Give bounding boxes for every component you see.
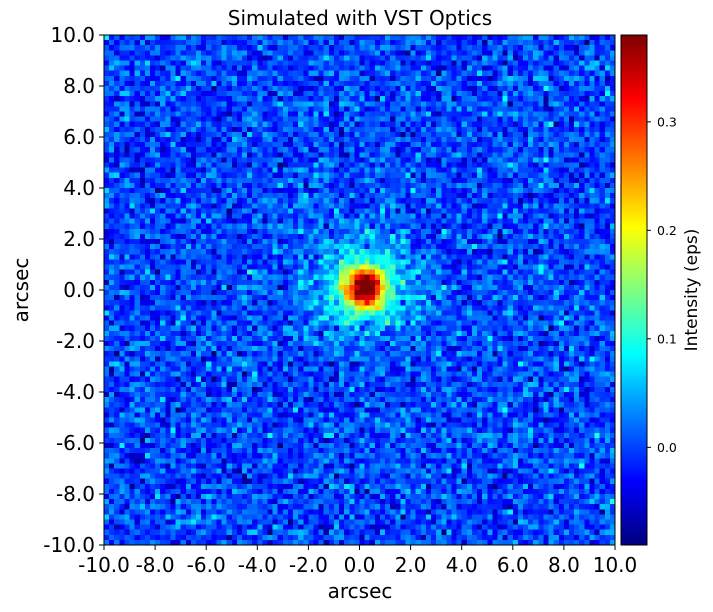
x-tick-label: 10.0 — [593, 553, 638, 577]
x-axis-label: arcsec — [328, 579, 393, 603]
x-tick-label: -2.0 — [289, 553, 328, 577]
x-tick-label: -6.0 — [187, 553, 226, 577]
x-tick-label: 2.0 — [395, 553, 427, 577]
colorbar-tick-label: 0.1 — [657, 331, 677, 346]
colorbar-frame — [620, 34, 648, 546]
plot-area — [103, 34, 616, 546]
y-tick-label: -10.0 — [43, 533, 95, 557]
y-axis-label: arcsec — [9, 258, 33, 323]
x-tick-label: 0.0 — [344, 553, 376, 577]
y-tick-label: -2.0 — [56, 329, 95, 353]
y-tick-label: 0.0 — [63, 278, 95, 302]
y-axis: -10.0 -8.0 -6.0 -4.0 -2.0 0.0 2.0 4.0 6.0 8.0 10.0 — [43, 23, 104, 557]
x-tick-label: -10.0 — [78, 553, 130, 577]
colorbar-label: Intensity (eps) — [682, 229, 702, 352]
x-tick-label: -4.0 — [238, 553, 277, 577]
x-axis: -10.0 -8.0 -6.0 -4.0 -2.0 0.0 2.0 4.0 6.0 8.0 10.0 — [78, 545, 637, 577]
y-tick-label: -6.0 — [56, 431, 95, 455]
y-tick-label: -4.0 — [56, 380, 95, 404]
colorbar-tick-label: 0.3 — [657, 114, 677, 129]
x-tick-label: 4.0 — [446, 553, 478, 577]
colorbar-tick-label: 0.0 — [657, 440, 677, 455]
colorbar-gradient — [621, 35, 647, 545]
y-tick-label: 4.0 — [63, 176, 95, 200]
x-tick-label: 8.0 — [548, 553, 580, 577]
y-tick-label: 8.0 — [63, 74, 95, 98]
y-tick-label: 6.0 — [63, 125, 95, 149]
colorbar-ticks: 0.0 0.1 0.2 0.3 — [647, 114, 677, 455]
x-tick-label: 6.0 — [497, 553, 529, 577]
heatmap-image — [104, 35, 615, 545]
y-tick-label: -8.0 — [56, 482, 95, 506]
colorbar: 0.0 0.1 0.2 0.3 Intensity (eps) — [620, 34, 702, 546]
colorbar-tick-label: 0.2 — [657, 223, 677, 238]
x-tick-label: -8.0 — [136, 553, 175, 577]
chart-title: Simulated with VST Optics — [228, 6, 492, 30]
y-tick-label: 2.0 — [63, 227, 95, 251]
y-tick-label: 10.0 — [50, 23, 95, 47]
